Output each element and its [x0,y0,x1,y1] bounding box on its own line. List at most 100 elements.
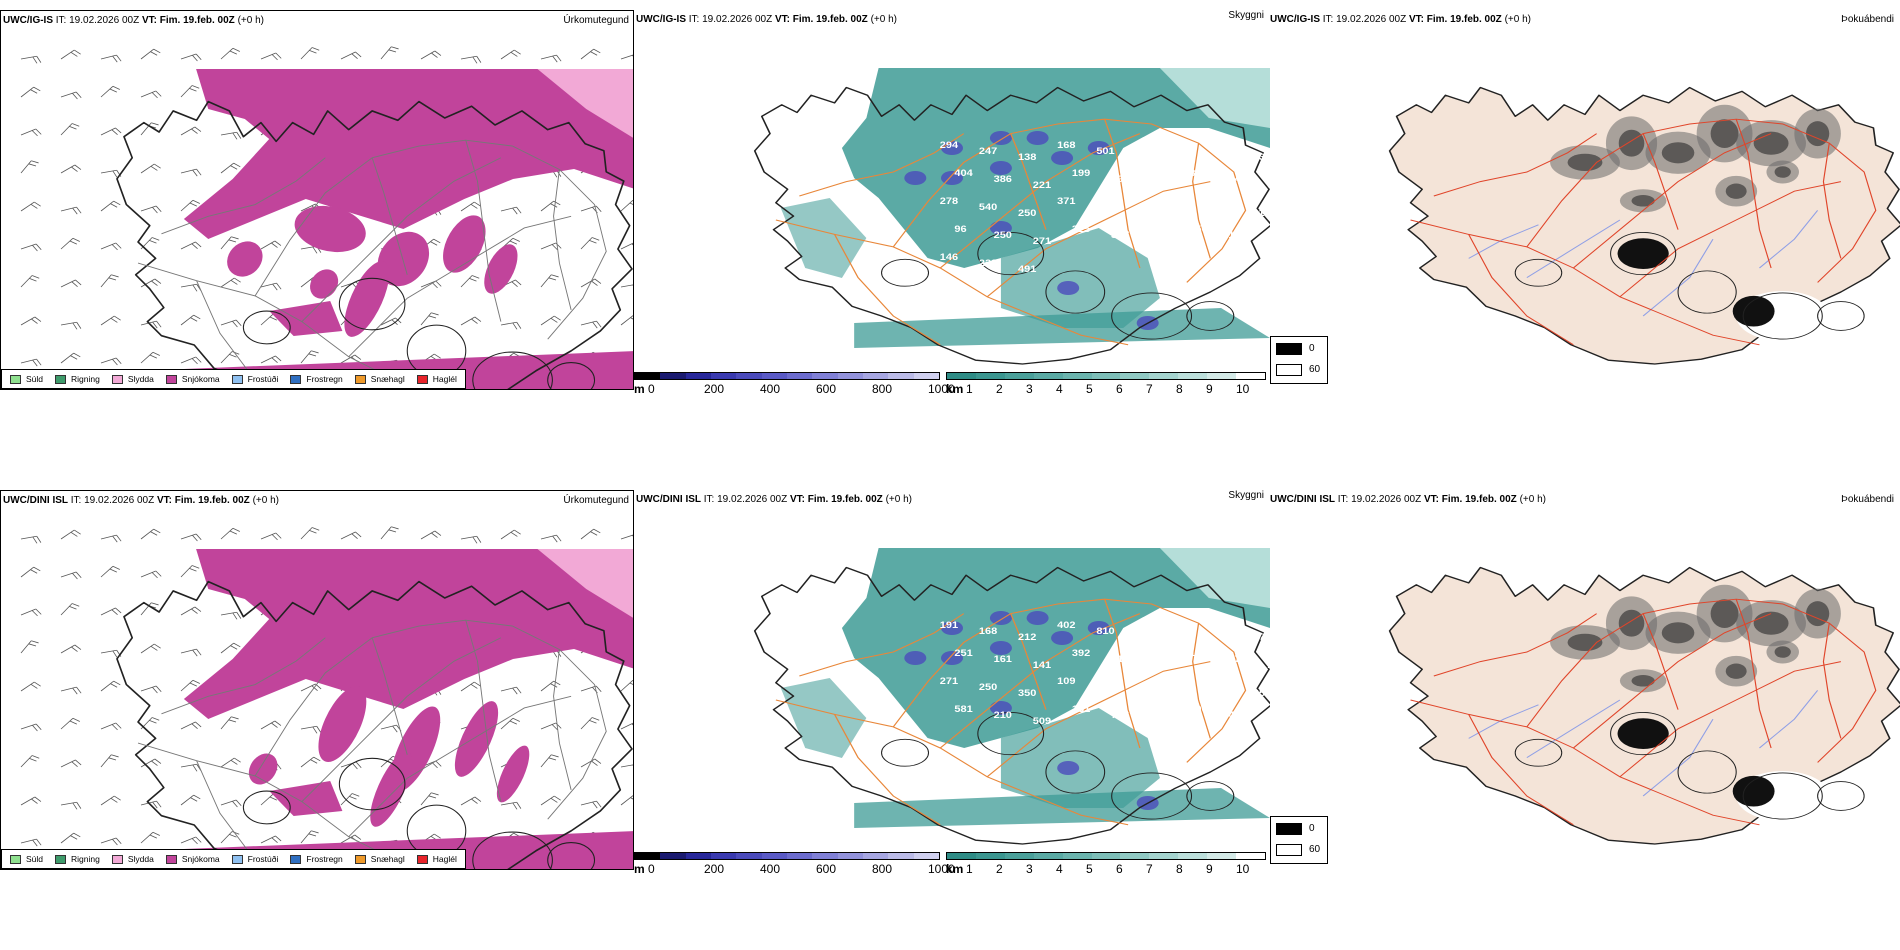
elevation-color-step [710,373,737,379]
elevation-color-step [736,853,762,859]
fog-legend-low: 0 [1309,823,1315,834]
elevation-colorbar-strip [634,372,940,380]
visibility-color-step [1091,853,1121,859]
valid-time: Fim. 19.feb. 00Z [159,15,235,26]
visibility-value-label: 210 [994,711,1013,721]
visibility-tick: 5 [1086,382,1093,394]
precip-legend: Súld Rigning Slydda Snjókoma Frostúði Fr… [1,849,466,869]
fog-legend: 0 60 [1270,336,1328,384]
precip-panel-title: Úrkomutegund [563,15,629,26]
visibility-value-label: 247 [979,147,998,157]
elevation-tick: 800 [872,382,893,394]
visibility-value-label: 376 [1135,209,1154,219]
model-name: UWC/IG-IS [636,14,686,25]
precip-legend-label: Snjókoma [181,854,220,864]
visibility-value-label: 371 [1057,197,1076,207]
visibility-tick: 2 [996,382,1003,394]
elevation-color-step [812,853,838,859]
model-name: UWC/DINI ISL [636,494,701,505]
elevation-color-step [635,853,661,859]
valid-time-label: VT: [1408,14,1424,25]
visibility-value-label: 885 [1214,203,1233,213]
elevation-color-step [837,853,863,859]
visibility-value-label: 278 [940,197,959,207]
precip-map [20,526,633,869]
visibility-color-step [947,373,976,379]
precip-type-panel: UWC/IG-IS IT: 19.02.2026 00Z VT: Fim. 19… [0,10,634,390]
visibility-value-label: 250 [979,683,998,693]
visibility-value-label: 310 [1111,655,1130,665]
elevation-color-step [685,373,711,379]
fog-legend-low: 0 [1309,343,1315,354]
model-name: UWC/DINI ISL [1270,494,1335,505]
precip-legend-swatch [10,374,21,384]
valid-time: Fim. 19.feb. 00Z [174,495,250,506]
elevation-color-step [635,373,661,379]
visibility-value-label: 192 [1228,231,1247,241]
visibility-color-step [1207,373,1237,379]
lead-time: (+0 h) [252,495,279,506]
visibility-color-step [1149,373,1179,379]
visibility-value-label: 231 [1150,661,1169,671]
elevation-colorbar: m 0 200 400 600 800 1000 [634,370,955,394]
visibility-value-label: 76 [1268,717,1270,727]
elevation-colorbar: m 0 200 400 600 800 1000 [634,850,955,874]
elevation-color-step [786,373,813,379]
precip-panel-title: Úrkomutegund [563,495,629,506]
precip-legend-swatch [290,374,302,384]
visibility-value-label: 146 [940,253,959,263]
visibility-tick: 10 [1236,862,1250,874]
visibility-value-label: 294 [940,141,959,151]
visibility-value-label: 706 [1111,711,1130,721]
visibility-panel-title: Skyggni [1228,10,1264,21]
elevation-color-step [862,853,889,859]
precip-legend-label: Frostregn [306,854,343,864]
visibility-color-step [1207,853,1237,859]
visibility-colorbar: km 1 2 3 4 5 6 7 8 9 10 [946,850,1266,874]
visibility-value-label: 509 [1033,717,1052,727]
visibility-value-label: 276 [1228,655,1247,665]
elevation-tick: 1000 [928,862,955,874]
visibility-tick: 5 [1086,862,1093,874]
visibility-colorbar: km 1 2 3 4 5 6 7 8 9 10 [946,370,1266,394]
visibility-value-label: 183 [1096,203,1115,213]
visibility-value-label: 392 [1072,649,1091,659]
visibility-value-label: 501 [1096,147,1115,157]
precip-legend-item: Súld [10,374,43,384]
precip-legend-item: Slydda [111,374,154,384]
init-time: 19.02.2026 00Z [702,14,773,25]
visibility-value-label: 159 [1150,181,1169,191]
valid-time-label: VT: [156,495,172,506]
precip-legend-swatch [231,374,243,384]
visibility-color-step [975,853,1005,859]
elevation-tick: 200 [704,382,725,394]
valid-time-label: VT: [789,494,805,505]
lead-time: (+0 h) [1519,494,1546,505]
precip-legend-swatch [10,854,21,864]
fog-map [1388,566,1900,845]
precip-panel-header: UWC/DINI ISL IT: 19.02.2026 00Z VT: Fim.… [3,495,279,506]
visibility-colorbar-strip [946,852,1266,860]
precip-legend-label: Snæhagl [370,374,405,384]
visibility-tick: 8 [1176,382,1183,394]
visibility-tick: 3 [1026,862,1033,874]
precip-legend-label: Snæhagl [370,854,405,864]
valid-time-label: VT: [774,14,790,25]
visibility-color-step [975,373,1005,379]
elevation-tick: 0 [648,382,655,394]
precip-legend-swatch [354,374,366,384]
visibility-tick: 1 [966,382,973,394]
lead-time: (+0 h) [870,14,897,25]
init-time: 19.02.2026 00Z [1351,494,1422,505]
elevation-color-step [913,853,939,859]
precip-legend-item: Snæhagl [354,374,405,384]
visibility-tick: 7 [1146,382,1153,394]
visibility-value-label: 242 [1228,175,1247,185]
precip-legend-label: Rigning [71,854,100,864]
visibility-value-label: 521 [1135,153,1154,163]
visibility-value-label: 271 [940,677,959,687]
elevation-color-step [660,373,686,379]
precip-legend-label: Slydda [127,374,154,384]
visibility-tick: 10 [1236,382,1250,394]
precip-legend-item: Slydda [111,854,154,864]
